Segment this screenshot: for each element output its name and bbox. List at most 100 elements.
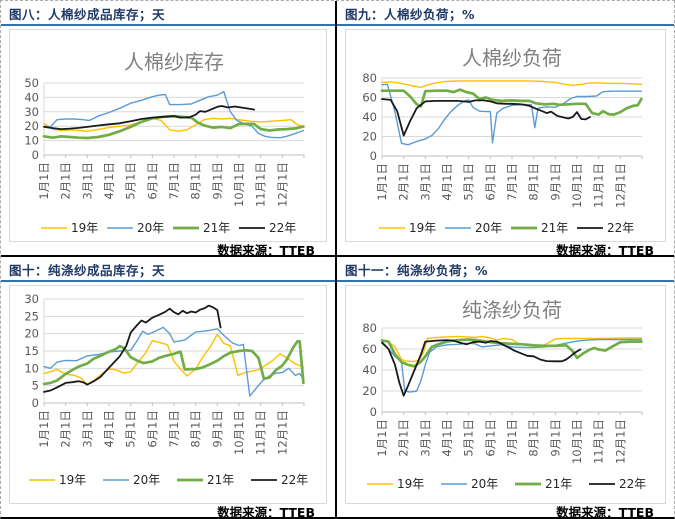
x-tick-label: 5月1日 [461, 419, 475, 457]
x-tick-label: 1月1日 [375, 419, 389, 457]
x-axis-ticks [381, 156, 642, 159]
x-tick-label: 4月1日 [102, 162, 116, 200]
panel-chart-9: 图九：人棉纱负荷；% 1月1日 2月1日 3月1日 4月1日 5月1日 6月1日 7月1日 8… [337, 1, 674, 257]
x-tick-label: 5月1日 [124, 162, 138, 200]
y-tick-label: 80 [362, 71, 377, 85]
series-22年 [43, 304, 222, 393]
y-tick-label: 25 [24, 309, 39, 323]
legend: 19年 20年 21年 22年 [378, 221, 634, 235]
legend-label: 19年 [71, 221, 98, 235]
legend-label: 20年 [475, 221, 502, 235]
panel-chart-11: 图十一：纯涤纱负荷；% 1月1日 2月1日 3月1日 4月1日 5月1日 6月1日 7月1日… [337, 257, 674, 517]
y-tick-label: 60 [362, 342, 377, 356]
chart-box: 1月1日 2月1日 3月1日 4月1日 5月1日 6月1日 7月1日 8月1日 9月1日 10月1… [345, 285, 666, 504]
series-22年 [43, 105, 256, 130]
y-tick-label: 0 [369, 405, 376, 419]
x-tick-label: 7月1日 [167, 410, 181, 448]
gridlines [43, 298, 304, 404]
x-tick-label: 4月1日 [440, 163, 454, 201]
legend-label: 22年 [269, 221, 296, 235]
legend-label: 21年 [203, 221, 230, 235]
x-tick-label: 7月1日 [167, 162, 181, 200]
legend-label: 20年 [133, 473, 160, 487]
x-tick-label: 10月1日 [570, 163, 584, 208]
x-tick-label: 9月1日 [548, 163, 562, 201]
panel-header-text: 图十一：纯涤纱负荷；% [345, 263, 489, 278]
x-axis-ticks [43, 403, 305, 406]
x-tick-label: 3月1日 [418, 419, 432, 457]
y-tick-label: 5 [32, 379, 39, 393]
x-axis-ticks [43, 155, 305, 158]
panel-header: 图十一：纯涤纱负荷；% [337, 260, 674, 282]
x-tick-label: 7月1日 [505, 163, 519, 201]
panel-header: 图九：人棉纱负荷；% [337, 4, 674, 26]
x-tick-label: 2月1日 [59, 162, 73, 200]
series-19年 [380, 335, 642, 363]
chart-box: 1月1日 2月1日 3月1日 4月1日 5月1日 6月1日 7月1日 8月1日 9月1日 10月1… [9, 285, 327, 504]
x-tick-label: 1月1日 [375, 163, 389, 201]
y-tick-label: 30 [24, 292, 39, 306]
x-tick-label: 3月1日 [80, 410, 94, 448]
legend: 19年 20年 21年 22年 [366, 477, 646, 491]
x-tick-label: 1月1日 [37, 410, 51, 448]
y-tick-label: 0 [32, 396, 39, 410]
gridlines [381, 327, 642, 413]
y-axis-labels: 0 20 40 60 80 [362, 321, 377, 419]
line-chart-svg: 1月1日 2月1日 3月1日 4月1日 5月1日 6月1日 7月1日 8月1日 9月1日 10月1… [24, 292, 308, 487]
x-axis-labels: 1月1日 2月1日 3月1日 4月1日 5月1日 6月1日 7月1日 8月1日 9月1日 10月1… [375, 419, 627, 464]
x-tick-label: 8月1日 [189, 410, 203, 448]
y-tick-label: 60 [362, 91, 377, 105]
legend: 19年 20年 21年 22年 [41, 221, 296, 235]
series-19年 [380, 80, 642, 88]
legend-label: 22年 [607, 221, 634, 235]
x-tick-label: 9月1日 [548, 419, 562, 457]
y-tick-label: 20 [362, 130, 377, 144]
series-20年 [380, 338, 642, 393]
chart-title: 人棉纱负荷 [462, 46, 562, 70]
x-tick-label: 11月1日 [591, 419, 605, 464]
line-chart-svg: 1月1日 2月1日 3月1日 4月1日 5月1日 6月1日 7月1日 8月1日 9月1日 10月1… [362, 298, 646, 491]
x-axis-ticks [381, 412, 642, 415]
y-tick-label: 80 [362, 321, 377, 335]
y-tick-label: 10 [24, 361, 39, 375]
panel-header: 图十：纯涤纱成品库存；天 [1, 260, 335, 282]
x-tick-label: 4月1日 [440, 419, 454, 457]
x-axis-labels: 1月1日 2月1日 3月1日 4月1日 5月1日 6月1日 7月1日 8月1日 9月1日 10月1… [37, 162, 289, 207]
legend-label: 21年 [541, 221, 568, 235]
x-tick-label: 8月1日 [526, 419, 540, 457]
legend-label: 21年 [207, 473, 234, 487]
x-tick-label: 10月1日 [232, 410, 246, 455]
y-tick-label: 20 [24, 119, 39, 133]
x-tick-label: 9月1日 [210, 410, 224, 448]
x-axis-labels: 1月1日 2月1日 3月1日 4月1日 5月1日 6月1日 7月1日 8月1日 9月1日 10月1… [375, 163, 627, 208]
y-tick-label: 15 [24, 344, 39, 358]
line-chart-svg: 1月1日 2月1日 3月1日 4月1日 5月1日 6月1日 7月1日 8月1日 9月1日 10月1… [24, 50, 305, 235]
legend-label: 21年 [545, 477, 572, 491]
x-tick-label: 12月1日 [613, 163, 627, 208]
x-tick-label: 3月1日 [418, 163, 432, 201]
chart-title: 人棉纱库存 [124, 50, 224, 74]
x-tick-label: 6月1日 [483, 419, 497, 457]
x-axis-labels: 1月1日 2月1日 3月1日 4月1日 5月1日 6月1日 7月1日 8月1日 9月1日 10月1… [37, 410, 289, 455]
series-20年 [380, 83, 642, 146]
legend-label: 19年 [59, 473, 86, 487]
series-21年 [42, 339, 305, 386]
x-tick-label: 12月1日 [275, 410, 289, 455]
y-tick-label: 50 [24, 76, 39, 90]
series-22年 [380, 98, 591, 137]
x-tick-label: 8月1日 [526, 163, 540, 201]
x-tick-label: 2月1日 [396, 163, 410, 201]
y-tick-label: 40 [24, 90, 39, 104]
x-tick-label: 1月1日 [37, 162, 51, 200]
x-tick-label: 6月1日 [483, 163, 497, 201]
x-tick-label: 2月1日 [59, 410, 73, 448]
y-axis-labels: 0 5 10 15 20 25 30 [24, 292, 39, 410]
y-tick-label: 40 [362, 110, 377, 124]
panel-header-text: 图十：纯涤纱成品库存；天 [9, 263, 166, 278]
legend-label: 22年 [619, 477, 646, 491]
legend-label: 19年 [409, 221, 436, 235]
legend-label: 22年 [281, 473, 308, 487]
y-tick-label: 20 [362, 384, 377, 398]
y-tick-label: 30 [24, 105, 39, 119]
